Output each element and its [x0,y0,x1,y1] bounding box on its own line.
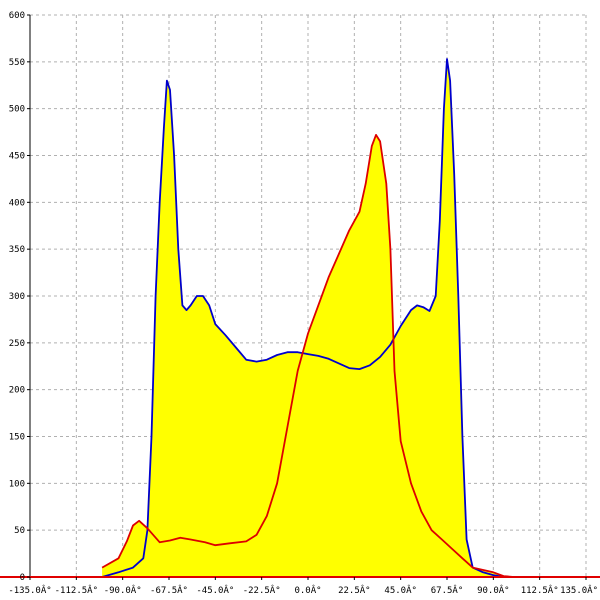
x-tick-label-10: 90.0Â° [477,584,510,596]
x-tick-label-2: -90.0Â° [104,584,142,596]
y-tick-label-7: 350 [9,245,25,255]
y-tick-label-11: 550 [9,58,25,68]
series-lines [101,58,514,578]
x-tick-label-0: -135.0Â° [8,584,51,596]
series-line-1 [101,133,514,578]
x-tick-label-4: -45.0Â° [196,584,234,596]
y-tick-label-8: 400 [9,198,25,208]
x-tick-label-11: 112.5Â° [521,584,559,596]
x-tick-label-1: -112.5Â° [55,584,98,596]
y-tick-label-6: 300 [9,292,25,302]
y-tick-label-4: 200 [9,386,25,396]
y-tick-label-0: 0 [20,573,25,583]
series-fill-1 [102,134,514,577]
y-tick-label-10: 500 [9,105,25,115]
series-line-0 [101,58,504,578]
x-tick-labels: -135.0Â° -112.5Â° -90.0Â° -67.5Â° -45.0Â° -22… [8,584,598,596]
x-tick-label-9: 67.5Â° [431,584,464,596]
y-tick-label-5: 250 [9,339,25,349]
y-tick-label-1: 50 [14,526,25,536]
axes [0,14,600,580]
series-fills [102,59,514,577]
x-tick-label-3: -67.5Â° [150,584,188,596]
x-tick-label-8: 45.0Â° [384,584,417,596]
y-tick-label-9: 450 [9,152,25,162]
x-tick-label-12: 135.0Â° [560,584,598,596]
y-tick-label-12: 600 [9,11,25,21]
x-tick-label-7: 22.5Â° [338,584,371,596]
x-tick-label-5: -22.5Â° [243,584,281,596]
y-tick-label-3: 150 [9,433,25,443]
x-tick-label-6: 0.0Â° [294,584,321,596]
y-tick-labels: 0 50 100 150 200 250 300 350 400 450 500 550 600 [9,11,25,583]
series-fill-0 [102,59,504,577]
y-tick-label-2: 100 [9,479,25,489]
